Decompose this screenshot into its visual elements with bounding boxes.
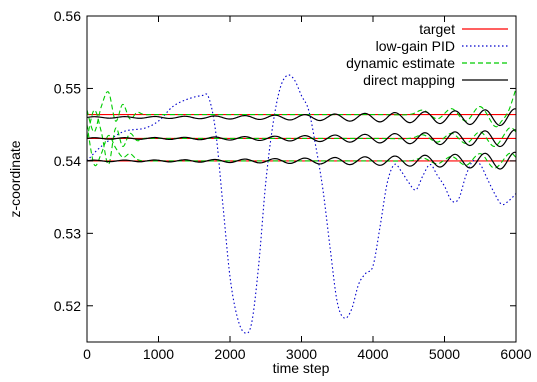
y-tick-label: 0.54: [54, 153, 81, 169]
x-tick-label: 3000: [286, 346, 317, 362]
y-tick-label: 0.55: [54, 80, 81, 96]
direct-mapping-line: [86, 151, 517, 170]
x-tick-label: 0: [83, 346, 91, 362]
x-tick-label: 2000: [214, 346, 245, 362]
dynamic-estimate-line: [86, 88, 517, 133]
y-tick-label: 0.53: [54, 225, 81, 241]
x-tick-label: 5000: [429, 346, 460, 362]
axes-layer: 0 1000 2000 3000 4000 5000 6000 0.52 0.53 0.54 0.5…: [54, 8, 532, 362]
legend-label-target: target: [419, 21, 455, 37]
legend-label-low-gain-pid: low-gain PID: [376, 38, 455, 54]
direct-mapping-line: [86, 129, 517, 148]
x-tick-label: 1000: [143, 346, 174, 362]
x-axis-label: time step: [273, 360, 330, 376]
lines-layer: [86, 74, 517, 334]
y-axis-label: z-coordinate: [7, 140, 23, 217]
y-tick-label: 0.52: [54, 298, 81, 314]
direct-mapping-line: [86, 108, 517, 127]
low-gain-pid-line: [86, 74, 517, 334]
x-tick-label: 6000: [500, 346, 531, 362]
legend-label-direct-mapping: direct mapping: [363, 72, 455, 88]
legend-label-dynamic-estimate: dynamic estimate: [346, 55, 455, 71]
x-tick-label: 4000: [357, 346, 388, 362]
y-tick-label: 0.56: [54, 8, 81, 24]
dynamic-estimate-line: [86, 124, 517, 169]
